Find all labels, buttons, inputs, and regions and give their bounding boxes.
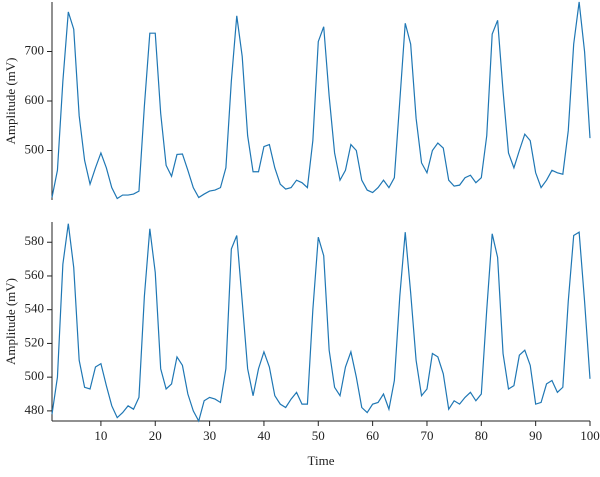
x-tick-label: 30 [203, 428, 216, 443]
x-tick-label: 40 [257, 428, 270, 443]
x-tick-label: 80 [475, 428, 488, 443]
x-tick-label: 100 [580, 428, 600, 443]
y-tick-label: 540 [25, 301, 45, 316]
x-tick-label: 10 [94, 428, 107, 443]
y-tick-label: 500 [25, 141, 45, 156]
x-tick-label: 50 [312, 428, 325, 443]
x-tick-label: 90 [529, 428, 542, 443]
y-tick-label: 580 [25, 233, 45, 248]
x-tick-label: 70 [420, 428, 433, 443]
y-tick-label: 500 [25, 368, 45, 383]
y-tick-label: 480 [25, 402, 45, 417]
x-axis-label: Time [308, 453, 335, 468]
line [51, 1, 591, 200]
y-tick-label: 560 [25, 267, 45, 282]
y-axis-label: Amplitude (mV) [3, 278, 18, 365]
y-tick-label: 600 [25, 92, 45, 107]
y-tick-label: 700 [25, 42, 45, 57]
y-tick-label: 520 [25, 334, 45, 349]
y-axis-label: Amplitude (mV) [3, 57, 18, 144]
x-tick-label: 20 [149, 428, 162, 443]
line [51, 223, 591, 423]
x-tick-label: 60 [366, 428, 379, 443]
